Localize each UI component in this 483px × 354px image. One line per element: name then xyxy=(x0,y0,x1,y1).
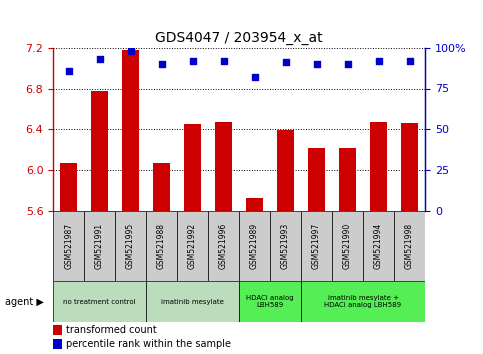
Bar xyxy=(53,211,84,281)
Point xyxy=(65,68,72,73)
Bar xyxy=(394,211,425,281)
Bar xyxy=(246,198,263,211)
Text: HDACi analog
LBH589: HDACi analog LBH589 xyxy=(246,295,294,308)
Bar xyxy=(53,281,146,322)
Point xyxy=(189,58,197,64)
Bar xyxy=(370,122,387,211)
Point xyxy=(220,58,227,64)
Bar xyxy=(177,211,208,281)
Bar xyxy=(239,281,301,322)
Bar xyxy=(122,50,139,211)
Bar xyxy=(153,163,170,211)
Text: GSM521997: GSM521997 xyxy=(312,223,321,269)
Text: GSM521998: GSM521998 xyxy=(405,223,414,269)
Text: GSM521987: GSM521987 xyxy=(64,223,73,269)
Bar xyxy=(363,211,394,281)
Point xyxy=(344,61,352,67)
Text: GSM521988: GSM521988 xyxy=(157,223,166,269)
Text: percentile rank within the sample: percentile rank within the sample xyxy=(66,339,231,349)
Bar xyxy=(146,281,239,322)
Text: transformed count: transformed count xyxy=(66,325,157,335)
Text: GSM521994: GSM521994 xyxy=(374,223,383,269)
Bar xyxy=(184,124,201,211)
Bar xyxy=(401,123,418,211)
Title: GDS4047 / 203954_x_at: GDS4047 / 203954_x_at xyxy=(155,32,323,45)
Bar xyxy=(301,211,332,281)
Text: GSM521992: GSM521992 xyxy=(188,223,197,269)
Text: GSM521993: GSM521993 xyxy=(281,223,290,269)
Point xyxy=(406,58,413,64)
Bar xyxy=(308,148,325,211)
Bar xyxy=(146,211,177,281)
Bar xyxy=(60,163,77,211)
Point xyxy=(375,58,383,64)
Bar xyxy=(339,148,356,211)
Bar xyxy=(270,211,301,281)
Bar xyxy=(301,281,425,322)
Text: imatinib mesylate +
HDACi analog LBH589: imatinib mesylate + HDACi analog LBH589 xyxy=(325,295,402,308)
Text: GSM521990: GSM521990 xyxy=(343,223,352,269)
Point xyxy=(158,61,166,67)
Bar xyxy=(239,211,270,281)
Bar xyxy=(277,130,294,211)
Text: GSM521996: GSM521996 xyxy=(219,223,228,269)
Bar xyxy=(332,211,363,281)
Point xyxy=(251,74,258,80)
Text: GSM521995: GSM521995 xyxy=(126,223,135,269)
Bar xyxy=(53,325,62,335)
Point xyxy=(313,61,320,67)
Bar xyxy=(84,211,115,281)
Text: GSM521989: GSM521989 xyxy=(250,223,259,269)
Bar xyxy=(53,339,62,349)
Point xyxy=(127,48,134,54)
Bar xyxy=(208,211,239,281)
Bar xyxy=(215,122,232,211)
Text: GSM521991: GSM521991 xyxy=(95,223,104,269)
Bar xyxy=(115,211,146,281)
Text: agent ▶: agent ▶ xyxy=(5,297,43,307)
Text: no treatment control: no treatment control xyxy=(63,299,136,305)
Bar xyxy=(91,91,108,211)
Text: imatinib mesylate: imatinib mesylate xyxy=(161,299,224,305)
Point xyxy=(282,59,289,65)
Point xyxy=(96,56,103,62)
